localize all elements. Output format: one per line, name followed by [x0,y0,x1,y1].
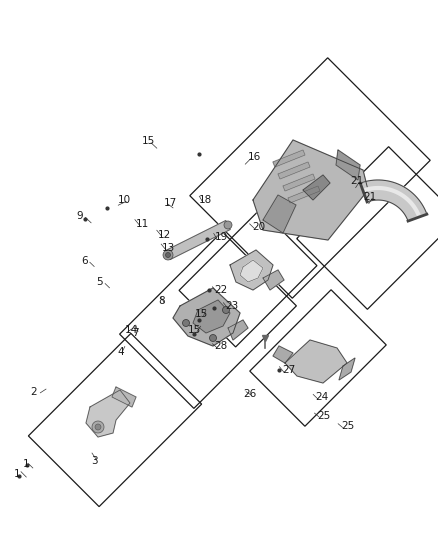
Text: 26: 26 [243,390,256,399]
Polygon shape [230,250,273,290]
Text: 21: 21 [350,176,364,186]
Text: 8: 8 [159,296,166,306]
Polygon shape [303,175,330,200]
Polygon shape [273,150,305,167]
Text: 10: 10 [118,195,131,205]
Polygon shape [339,358,355,380]
Text: 17: 17 [164,198,177,207]
Polygon shape [173,288,240,346]
Circle shape [224,221,232,229]
Text: 16: 16 [247,152,261,162]
Text: 28: 28 [215,342,228,351]
Circle shape [95,424,101,430]
Text: 15: 15 [195,310,208,319]
Text: 13: 13 [162,243,175,253]
Polygon shape [253,140,368,240]
Text: 2: 2 [31,387,37,397]
Circle shape [183,319,190,327]
Text: 3: 3 [91,456,98,466]
Polygon shape [240,260,263,282]
Text: 15: 15 [188,326,201,335]
Polygon shape [193,300,230,333]
Text: 6: 6 [81,256,88,266]
Circle shape [209,335,216,342]
Polygon shape [263,270,284,290]
Text: 24: 24 [315,392,328,402]
Text: 15: 15 [142,136,155,146]
Text: 21: 21 [364,192,377,202]
Polygon shape [86,390,130,437]
Text: 23: 23 [226,302,239,311]
Polygon shape [273,346,293,363]
Polygon shape [228,320,248,340]
Text: 1: 1 [23,459,30,469]
Text: 18: 18 [199,195,212,205]
Polygon shape [263,195,296,233]
Text: 9: 9 [77,211,83,221]
Text: 22: 22 [215,286,228,295]
Polygon shape [285,340,347,383]
Polygon shape [112,387,136,407]
Polygon shape [278,162,310,179]
Text: 25: 25 [318,411,331,421]
Text: 11: 11 [136,219,149,229]
Text: 7: 7 [132,328,139,338]
Polygon shape [166,221,230,260]
Text: 4: 4 [117,347,124,357]
Polygon shape [283,174,315,191]
Text: 25: 25 [342,422,355,431]
Circle shape [223,306,230,313]
Text: 1: 1 [14,470,21,479]
Polygon shape [336,150,360,180]
Text: 19: 19 [215,232,228,242]
Circle shape [166,253,170,257]
Text: 14: 14 [125,326,138,335]
Text: 5: 5 [96,278,103,287]
Circle shape [92,421,104,433]
Text: 12: 12 [158,230,171,239]
Text: 27: 27 [283,366,296,375]
Text: 20: 20 [252,222,265,231]
Polygon shape [288,186,320,203]
Circle shape [163,250,173,260]
Polygon shape [360,180,427,221]
